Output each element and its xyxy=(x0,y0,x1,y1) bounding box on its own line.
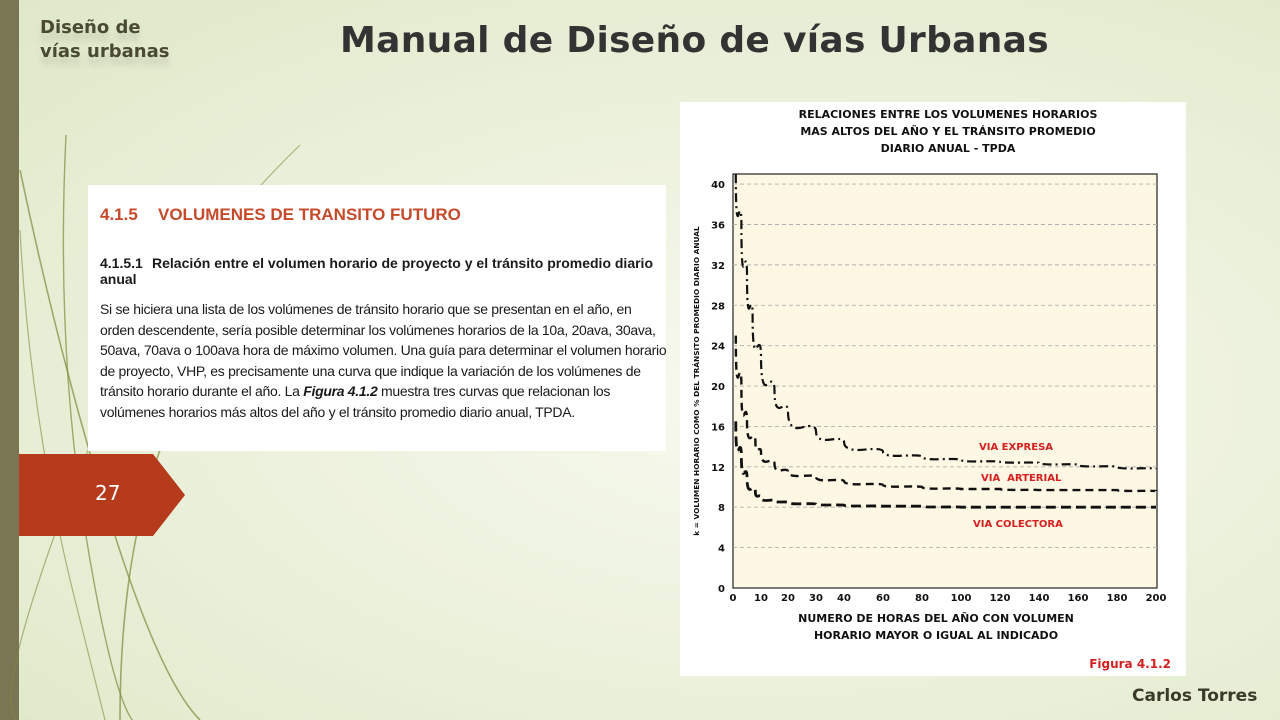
subsection-number: 4.1.5.1 xyxy=(100,255,143,271)
paragraph-part-2: muestra tres curvas que relacionan los v… xyxy=(100,383,611,420)
plot-area xyxy=(732,173,1158,589)
series-line-via-colectora xyxy=(734,421,1156,509)
chart: 0 4 8 12 16 20 24 28 32 36 40 0 10 20 30 40 60 80 100 120 1… xyxy=(692,108,1171,671)
x-tick-label-30: 30 xyxy=(809,593,823,604)
y-tick-label-40: 40 xyxy=(711,180,725,191)
chart-panel: 0 4 8 12 16 20 24 28 32 36 40 0 10 20 30 40 60 80 100 120 1… xyxy=(680,102,1186,676)
slide-title: Manual de Diseño de vías Urbanas xyxy=(340,20,1049,61)
chart-title-line-3: DIARIO ANUAL - TPDA xyxy=(881,142,1016,155)
figure-reference: Figura 4.1.2 xyxy=(303,383,378,399)
slide-number: 27 xyxy=(95,481,121,505)
subsection-title: Relación entre el volumen horario de pro… xyxy=(100,255,653,287)
x-tick-label-200: 200 xyxy=(1146,593,1167,604)
subsection-heading: 4.1.5.1 Relación entre el volumen horario… xyxy=(100,255,666,287)
x-axis-label-line-2: HORARIO MAYOR O IGUAL AL INDICADO xyxy=(814,629,1058,642)
series-line-via-arterial xyxy=(734,335,1158,493)
y-tick-label-32: 32 xyxy=(711,261,725,272)
author-name: Carlos Torres xyxy=(1132,686,1258,706)
left-accent-bar xyxy=(0,0,19,720)
y-tick-label-16: 16 xyxy=(711,422,725,433)
x-axis-label-line-1: NUMERO DE HORAS DEL AÑO CON VOLUMEN xyxy=(798,612,1074,625)
section-heading: 4.1.5 VOLUMENES DE TRANSITO FUTURO xyxy=(100,205,461,225)
x-tick-label-100: 100 xyxy=(951,593,972,604)
figure-label: Figura 4.1.2 xyxy=(1089,657,1171,671)
y-tick-label-0: 0 xyxy=(718,584,725,595)
y-axis-label: k = VOLUMEN HORARIO COMO % DEL TRÁNSITO … xyxy=(692,226,701,536)
x-tick-label-140: 140 xyxy=(1029,593,1050,604)
chart-title-line-1: RELACIONES ENTRE LOS VOLUMENES HORARIOS xyxy=(799,108,1098,121)
y-tick-label-8: 8 xyxy=(718,503,725,514)
annotation-via-expresa: VIA EXPRESA xyxy=(979,442,1053,453)
y-tick-label-36: 36 xyxy=(711,220,725,231)
x-tick-label-40: 40 xyxy=(837,593,851,604)
x-tick-label-80: 80 xyxy=(915,593,929,604)
x-tick-label-10: 10 xyxy=(754,593,768,604)
excerpt-panel: 4.1.5 VOLUMENES DE TRANSITO FUTURO 4.1.5.… xyxy=(88,185,668,451)
annotation-via-arterial: VIA ARTERIAL xyxy=(981,473,1062,484)
x-tick-label-60: 60 xyxy=(876,593,890,604)
x-tick-label-160: 160 xyxy=(1068,593,1089,604)
x-tick-label-120: 120 xyxy=(990,593,1011,604)
slide-number-tab: 27 xyxy=(19,454,185,536)
y-tick-label-28: 28 xyxy=(711,301,725,312)
y-tick-label-12: 12 xyxy=(711,463,725,474)
brand-label: Diseño de vías urbanas xyxy=(40,16,169,64)
x-tick-label-180: 180 xyxy=(1107,593,1128,604)
section-number: 4.1.5 xyxy=(100,205,138,224)
paragraph-part-1: Si se hiciera una lista de los volúmenes… xyxy=(100,301,667,399)
chart-title-line-2: MAS ALTOS DEL AÑO Y EL TRÁNSITO PROMEDIO xyxy=(800,125,1095,138)
y-tick-label-20: 20 xyxy=(711,382,725,393)
y-tick-label-4: 4 xyxy=(718,544,725,555)
series-line-via-expresa xyxy=(734,173,1158,470)
section-title: VOLUMENES DE TRANSITO FUTURO xyxy=(158,205,461,224)
body-paragraph: Si se hiciera una lista de los volúmenes… xyxy=(100,299,668,422)
brand-line-1: Diseño de xyxy=(40,17,141,38)
brand-line-2: vías urbanas xyxy=(40,41,170,62)
x-tick-label-20: 20 xyxy=(781,593,795,604)
y-tick-label-24: 24 xyxy=(711,342,725,353)
annotation-via-colectora: VIA COLECTORA xyxy=(973,519,1063,530)
x-tick-label-0: 0 xyxy=(730,593,737,604)
